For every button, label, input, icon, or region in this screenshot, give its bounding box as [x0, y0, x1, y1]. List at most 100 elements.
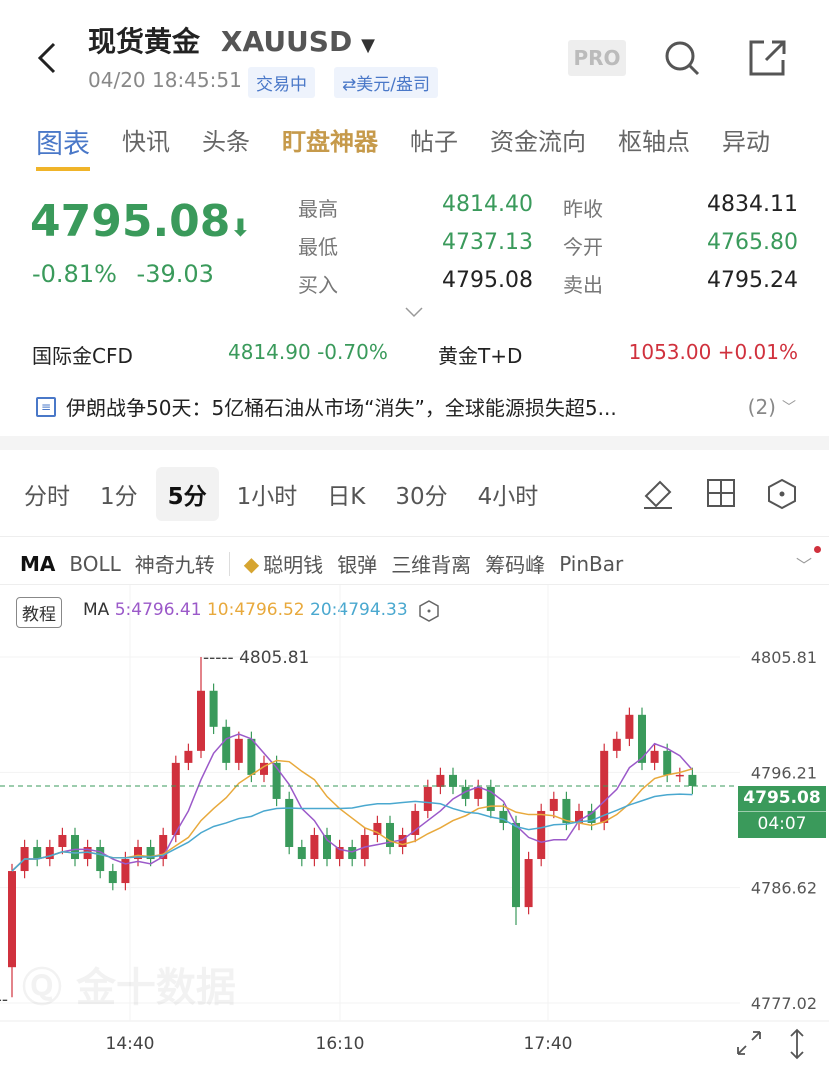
notification-dot: [814, 546, 821, 553]
tab-pivot[interactable]: 枢轴点: [618, 128, 690, 156]
layout-button[interactable]: [706, 478, 736, 512]
candle-body: [436, 774, 445, 787]
y-tick-label: 4796.21: [751, 763, 817, 782]
watermark: Ⓠ 金十数据: [22, 965, 236, 1011]
ma20-line: [11, 793, 693, 872]
divider: [228, 551, 230, 576]
divider: [0, 584, 829, 585]
stat-value-open: 4765.80: [707, 230, 798, 255]
last-price-label: 4795.08 04:07: [738, 786, 826, 838]
tab-flash[interactable]: 快讯: [122, 128, 170, 156]
candle-body: [625, 714, 634, 739]
indicator-divergence[interactable]: 三维背离: [391, 553, 472, 577]
candle-body: [108, 871, 117, 884]
fullscreen-button[interactable]: [736, 1030, 762, 1060]
more-indicators-button[interactable]: ﹀: [796, 546, 821, 576]
search-icon: [665, 41, 700, 76]
candle-body: [587, 810, 596, 823]
hexagon-settings-icon: [419, 600, 439, 622]
ma10-value: 10:4796.52: [206, 600, 305, 620]
candle-body: [650, 750, 659, 763]
indicator-ma[interactable]: MA: [20, 551, 56, 576]
low-annotation: 4783.51 ----: [0, 990, 8, 1010]
news-ticker[interactable]: ≡ 伊朗战争50天：5亿桶石油从市场“消失”，全球能源损失超5... (2) ﹀: [36, 392, 796, 421]
candle-body: [386, 822, 394, 848]
related-cfd[interactable]: 国际金CFD: [32, 340, 133, 369]
stat-value-ask: 4795.24: [707, 268, 798, 293]
indicator-boll[interactable]: BOLL: [69, 551, 121, 576]
ma-settings-button[interactable]: [419, 600, 439, 626]
candle-body: [234, 738, 243, 763]
stat-value-bid: 4795.08: [442, 268, 533, 293]
candle-body: [449, 774, 457, 787]
settings-button[interactable]: [767, 478, 797, 514]
candle-body: [575, 810, 583, 823]
watermark-text: 金十数据: [75, 965, 236, 1011]
y-tick-label: 4786.62: [751, 879, 817, 898]
change-percent: -0.81%: [32, 260, 117, 288]
tutorial-button[interactable]: 教程: [16, 597, 62, 628]
indicator-chip-peak[interactable]: 筹码峰: [485, 553, 546, 577]
indicator-pinbar[interactable]: PinBar: [559, 551, 624, 576]
candle-body: [461, 786, 470, 799]
tab-headlines[interactable]: 头条: [202, 128, 250, 156]
main-tabs: 图表 快讯 头条 盯盘神器 帖子 资金流向 枢轴点 异动: [36, 122, 770, 171]
stat-label-ask: 卖出: [563, 273, 603, 297]
candlestick-chart[interactable]: 4805.81 4796.21 4786.62 4777.02 14:40 16:10 17…: [0, 585, 829, 1067]
period-tab[interactable]: 1分: [100, 484, 138, 510]
price-value: 4795.08: [30, 196, 231, 247]
vertical-scale-button[interactable]: [788, 1028, 806, 1064]
candle-body: [184, 750, 193, 763]
related-name: 黄金T+D: [438, 344, 523, 368]
pro-button[interactable]: PRO: [568, 40, 626, 76]
unit-badge[interactable]: ⇄美元/盎司: [334, 67, 438, 98]
stat-label-low: 最低: [298, 235, 338, 259]
ma-legend: MA 5:4796.41 10:4796.52 20:4794.33: [83, 600, 408, 620]
period-tab-selected[interactable]: 5分: [155, 467, 219, 521]
candle-body: [486, 786, 495, 811]
period-tab[interactable]: 30分: [395, 484, 448, 510]
related-price: 1053.00: [628, 340, 712, 364]
expand-chevron-icon[interactable]: [404, 304, 424, 323]
news-count: (2): [747, 394, 776, 419]
candle-body: [146, 847, 155, 860]
tab-posts[interactable]: 帖子: [410, 128, 458, 156]
vertical-arrows-icon: [790, 1028, 804, 1060]
divider: [0, 536, 829, 537]
related-td[interactable]: 黄金T+D: [438, 340, 522, 369]
stat-label-prev-close: 昨收: [563, 197, 603, 221]
candle-body: [83, 847, 92, 860]
tab-fund-flow[interactable]: 资金流向: [490, 128, 586, 156]
tab-chart[interactable]: 图表: [36, 122, 90, 171]
related-price: 4814.90: [228, 340, 311, 364]
tab-monitor[interactable]: 盯盘神器: [282, 128, 378, 156]
hexagon-settings-icon: [768, 478, 796, 510]
candle-body: [159, 834, 168, 860]
candle-body: [297, 847, 306, 860]
y-tick-label: 4805.81: [751, 648, 817, 667]
candle-body: [688, 774, 697, 786]
search-button[interactable]: [662, 38, 702, 82]
last-price: 4795.08⬇: [30, 196, 251, 247]
draw-tool-button[interactable]: [642, 476, 674, 514]
tab-movement[interactable]: 异动: [722, 128, 770, 156]
expand-icon: [737, 1031, 761, 1055]
smart-money-icon: ◆: [243, 551, 260, 576]
period-tab[interactable]: 日K: [327, 484, 366, 510]
share-button[interactable]: [748, 38, 788, 82]
indicator-silver-bullet[interactable]: 银弹: [337, 553, 378, 577]
candle-body: [8, 871, 16, 968]
indicator-smart-money[interactable]: 聪明钱: [263, 553, 324, 577]
candle-body: [373, 822, 382, 835]
candle-body: [247, 738, 256, 775]
ma20-value: 20:4794.33: [310, 600, 408, 620]
period-tab[interactable]: 分时: [24, 484, 70, 510]
period-tab[interactable]: 1小时: [236, 484, 298, 510]
instrument-selector[interactable]: 现货黄金 XAUUSD ▼: [88, 20, 375, 60]
indicator-td9[interactable]: 神奇九转: [134, 553, 215, 577]
ma-label: MA: [83, 600, 110, 620]
candle-body: [323, 834, 331, 860]
y-tick-label: 4777.02: [751, 994, 817, 1013]
back-button[interactable]: [30, 38, 66, 78]
period-tab[interactable]: 4小时: [477, 484, 539, 510]
